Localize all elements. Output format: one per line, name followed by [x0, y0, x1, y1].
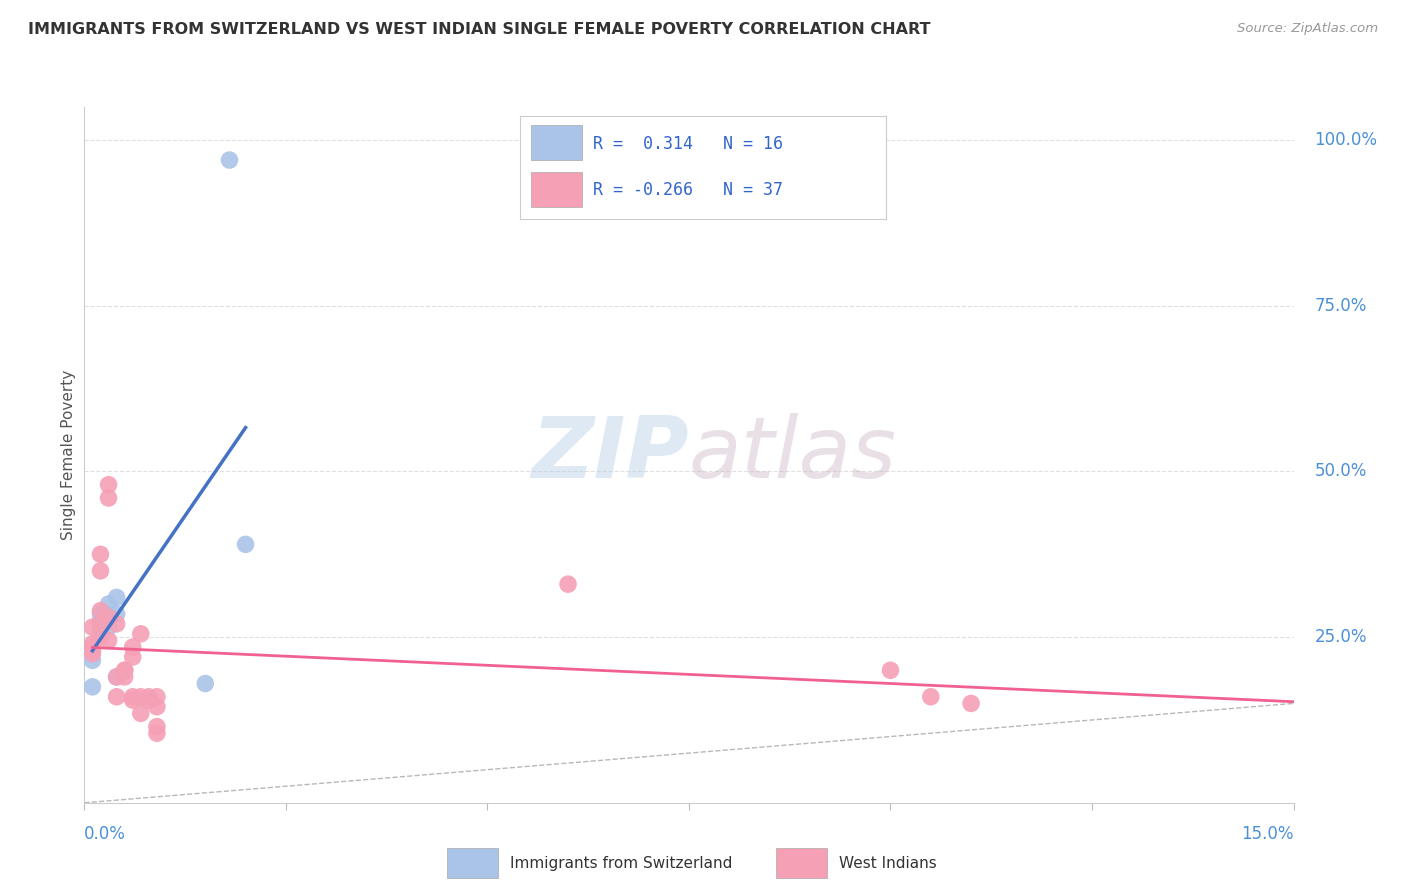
FancyBboxPatch shape: [776, 847, 827, 879]
Text: Immigrants from Switzerland: Immigrants from Switzerland: [510, 855, 733, 871]
Point: [89, 627, 111, 641]
Point: [920, 690, 942, 704]
Point: [121, 650, 143, 665]
Point: [97, 597, 120, 611]
Point: [105, 591, 128, 605]
Text: 15.0%: 15.0%: [1241, 825, 1294, 843]
Point: [105, 690, 128, 704]
Point: [89, 616, 111, 631]
Point: [879, 663, 901, 677]
Point: [82, 620, 104, 634]
FancyBboxPatch shape: [531, 125, 582, 160]
Point: [97, 620, 120, 634]
Text: 25.0%: 25.0%: [1315, 628, 1367, 646]
Point: [89, 630, 111, 644]
Point: [82, 637, 104, 651]
Text: 0.0%: 0.0%: [84, 825, 127, 843]
Text: R =  0.314   N = 16: R = 0.314 N = 16: [593, 135, 783, 153]
Point: [557, 577, 579, 591]
Point: [105, 607, 128, 621]
Y-axis label: Single Female Poverty: Single Female Poverty: [60, 370, 76, 540]
Point: [97, 633, 120, 648]
Text: IMMIGRANTS FROM SWITZERLAND VS WEST INDIAN SINGLE FEMALE POVERTY CORRELATION CHA: IMMIGRANTS FROM SWITZERLAND VS WEST INDI…: [28, 22, 931, 37]
Point: [194, 676, 217, 690]
Text: 50.0%: 50.0%: [1315, 462, 1367, 481]
Text: atlas: atlas: [689, 413, 897, 497]
FancyBboxPatch shape: [447, 847, 498, 879]
Point: [138, 693, 160, 707]
Point: [114, 670, 136, 684]
Text: 75.0%: 75.0%: [1315, 297, 1367, 315]
Point: [235, 537, 257, 551]
Point: [121, 640, 143, 654]
Point: [121, 693, 143, 707]
Point: [146, 690, 169, 704]
Point: [89, 547, 111, 561]
Point: [97, 610, 120, 624]
Text: ZIP: ZIP: [531, 413, 689, 497]
Point: [89, 614, 111, 628]
Point: [82, 643, 104, 657]
Point: [97, 607, 120, 621]
Point: [105, 670, 128, 684]
Point: [89, 616, 111, 631]
Point: [146, 699, 169, 714]
Text: 100.0%: 100.0%: [1315, 131, 1378, 149]
Point: [82, 653, 104, 667]
Point: [105, 670, 128, 684]
Point: [218, 153, 240, 167]
Point: [114, 663, 136, 677]
Point: [129, 690, 152, 704]
Point: [114, 663, 136, 677]
Point: [960, 697, 983, 711]
Text: R = -0.266   N = 37: R = -0.266 N = 37: [593, 181, 783, 199]
Point: [97, 491, 120, 505]
Point: [129, 627, 152, 641]
Point: [146, 726, 169, 740]
Point: [97, 477, 120, 491]
FancyBboxPatch shape: [531, 172, 582, 207]
Point: [121, 690, 143, 704]
Point: [146, 720, 169, 734]
Point: [89, 607, 111, 621]
Point: [82, 680, 104, 694]
Point: [82, 647, 104, 661]
Point: [89, 564, 111, 578]
Point: [138, 690, 160, 704]
Point: [105, 616, 128, 631]
Point: [97, 610, 120, 624]
Point: [129, 706, 152, 721]
Point: [82, 640, 104, 654]
Text: Source: ZipAtlas.com: Source: ZipAtlas.com: [1237, 22, 1378, 36]
Text: West Indians: West Indians: [839, 855, 938, 871]
Point: [89, 604, 111, 618]
